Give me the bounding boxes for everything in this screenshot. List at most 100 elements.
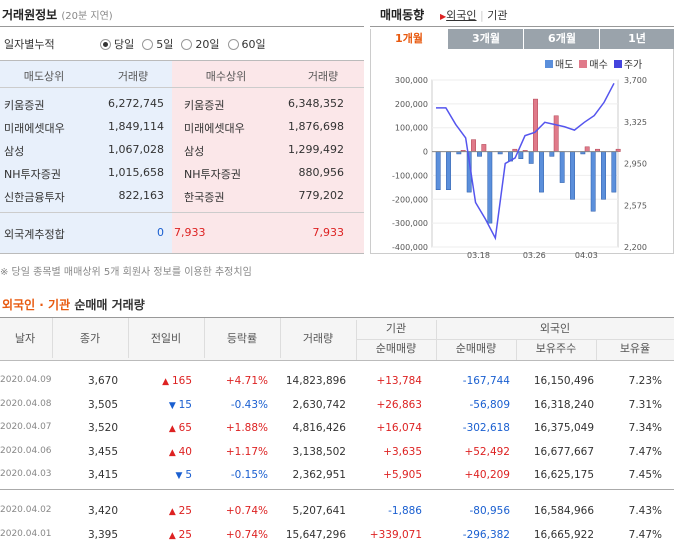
buy-bar xyxy=(584,146,590,152)
tab-1month[interactable]: 1개월 xyxy=(371,29,447,49)
radio-circle-icon xyxy=(142,38,154,50)
net-trade-title-a: 외국인 · 기관 xyxy=(2,298,71,312)
table-top-line xyxy=(0,60,364,61)
cell-date: 2020.04.01 xyxy=(0,528,52,539)
broker-sell: 신한금융투자 xyxy=(4,191,65,204)
header-mid-line xyxy=(356,339,674,340)
header-divider xyxy=(516,340,517,360)
tab-1year[interactable]: 1년 xyxy=(599,29,674,49)
cell-rate: +4.71% xyxy=(225,375,268,387)
cell-hold: 16,584,966 xyxy=(533,505,594,517)
cell-volume: 15,647,296 xyxy=(285,528,346,541)
legend-buy: 매수 xyxy=(579,56,608,71)
cell-volume: 3,138,502 xyxy=(292,445,346,458)
y-right-tick: 3,700 xyxy=(624,76,647,85)
cell-ratio: 7.45% xyxy=(628,469,662,481)
broker-buy: 한국증권 xyxy=(184,191,225,204)
period-radio-0[interactable]: 당일 xyxy=(100,36,134,52)
broker-buy_vol: 880,956 xyxy=(298,166,345,179)
cell-foreign: -80,956 xyxy=(469,505,510,517)
cell-foreign: -302,618 xyxy=(462,422,510,434)
header-divider xyxy=(596,340,597,360)
cell-rate: -0.43% xyxy=(230,398,268,411)
header-divider xyxy=(204,318,205,358)
cell-inst: +13,784 xyxy=(376,375,422,387)
title-underline xyxy=(0,26,364,27)
hdr-change: 전일비 xyxy=(150,332,182,345)
cell-close: 3,505 xyxy=(87,398,118,411)
chart-legend: 매도 매수 주가 xyxy=(545,56,642,71)
sell-bar xyxy=(446,151,451,190)
radio-circle-icon xyxy=(227,38,239,50)
cell-rate: +0.74% xyxy=(225,505,268,517)
cell-foreign: +40,209 xyxy=(464,469,510,481)
price-line xyxy=(436,82,615,241)
sell-bar xyxy=(477,151,482,157)
cell-rate: +1.17% xyxy=(225,445,268,458)
cell-date: 2020.04.06 xyxy=(0,445,52,456)
cell-foreign: -167,744 xyxy=(462,375,510,387)
sell-bar xyxy=(528,151,534,164)
y-right-tick: 2,200 xyxy=(624,243,647,252)
sell-bar xyxy=(518,151,524,159)
cell-date: 2020.04.03 xyxy=(0,469,52,479)
hdr-inst-net: 순매매량 xyxy=(375,342,417,355)
buy-table-bg xyxy=(172,60,364,253)
header-divider xyxy=(356,320,357,360)
cell-ratio: 7.34% xyxy=(628,422,662,434)
sell-bar xyxy=(435,151,441,190)
tab-3month[interactable]: 3개월 xyxy=(447,29,524,49)
hdr-holding: 보유주수 xyxy=(535,342,577,355)
period-radio-2[interactable]: 20일 xyxy=(181,36,220,52)
link-divider: | xyxy=(480,9,484,22)
foreign-sum-buy-left: 7,933 xyxy=(174,226,206,239)
cell-volume: 14,823,896 xyxy=(285,375,346,387)
period-radio-3[interactable]: 60일 xyxy=(227,36,266,52)
y-right-tick: 3,325 xyxy=(624,118,647,127)
sell-bar xyxy=(570,151,575,200)
sell-bar xyxy=(539,151,544,193)
foreign-sum-label: 외국계추정합 xyxy=(4,228,65,241)
cell-date: 2020.04.08 xyxy=(0,398,52,409)
sell-table-bg xyxy=(0,60,172,253)
radio-circle-icon xyxy=(181,38,193,50)
arrow-up-icon: ▲ xyxy=(168,507,179,517)
broker-sell_vol: 822,163 xyxy=(118,189,165,202)
header-divider xyxy=(52,318,53,358)
tab-6month[interactable]: 6개월 xyxy=(523,29,600,49)
broker-sell: 미래에셋대우 xyxy=(4,122,65,135)
y-left-tick: -300,000 xyxy=(392,219,428,228)
cell-rate: +1.88% xyxy=(225,422,268,434)
cell-close: 3,670 xyxy=(87,375,118,387)
cell-close: 3,420 xyxy=(87,505,118,517)
broker-sell_vol: 1,067,028 xyxy=(108,143,164,156)
broker-buy_vol: 1,876,698 xyxy=(288,120,344,133)
broker-sell_vol: 1,849,114 xyxy=(108,120,164,133)
foreign-sum-buy: 7,933 xyxy=(312,226,345,239)
cell-foreign: -56,809 xyxy=(469,398,510,411)
cell-change: ▼ 5 xyxy=(175,469,192,481)
cell-date: 2020.04.07 xyxy=(0,422,52,432)
link-institution[interactable]: 기관 xyxy=(487,9,508,22)
radio-circle-icon xyxy=(100,38,111,50)
cell-hold: 16,625,175 xyxy=(533,469,594,481)
arrow-up-icon: ▲ xyxy=(168,424,179,434)
cell-volume: 5,207,641 xyxy=(292,505,346,517)
link-foreign[interactable]: 외국인 xyxy=(446,9,477,22)
sell-bar xyxy=(611,151,617,193)
period-radio-1[interactable]: 5일 xyxy=(142,36,173,52)
cell-change: ▲ 165 xyxy=(162,375,192,387)
cell-ratio: 7.31% xyxy=(628,398,662,411)
y-left-tick: 300,000 xyxy=(395,76,428,85)
hdr-rate: 등락률 xyxy=(226,332,258,345)
cell-ratio: 7.43% xyxy=(628,505,662,517)
broker-buy: NH투자증권 xyxy=(184,168,241,181)
cell-ratio: 7.23% xyxy=(628,375,662,387)
y-right-tick: 2,575 xyxy=(624,201,647,210)
estimate-note: ※ 당일 종목별 매매상위 5개 회원사 정보를 이용한 추정치임 xyxy=(0,267,252,278)
cell-volume: 2,362,951 xyxy=(292,469,346,481)
trader-info-title-text: 거래원정보 xyxy=(2,8,58,22)
hdr-volume: 거래량 xyxy=(302,332,334,345)
cell-foreign: -296,382 xyxy=(462,528,510,541)
broker-buy_vol: 6,348,352 xyxy=(288,97,344,110)
